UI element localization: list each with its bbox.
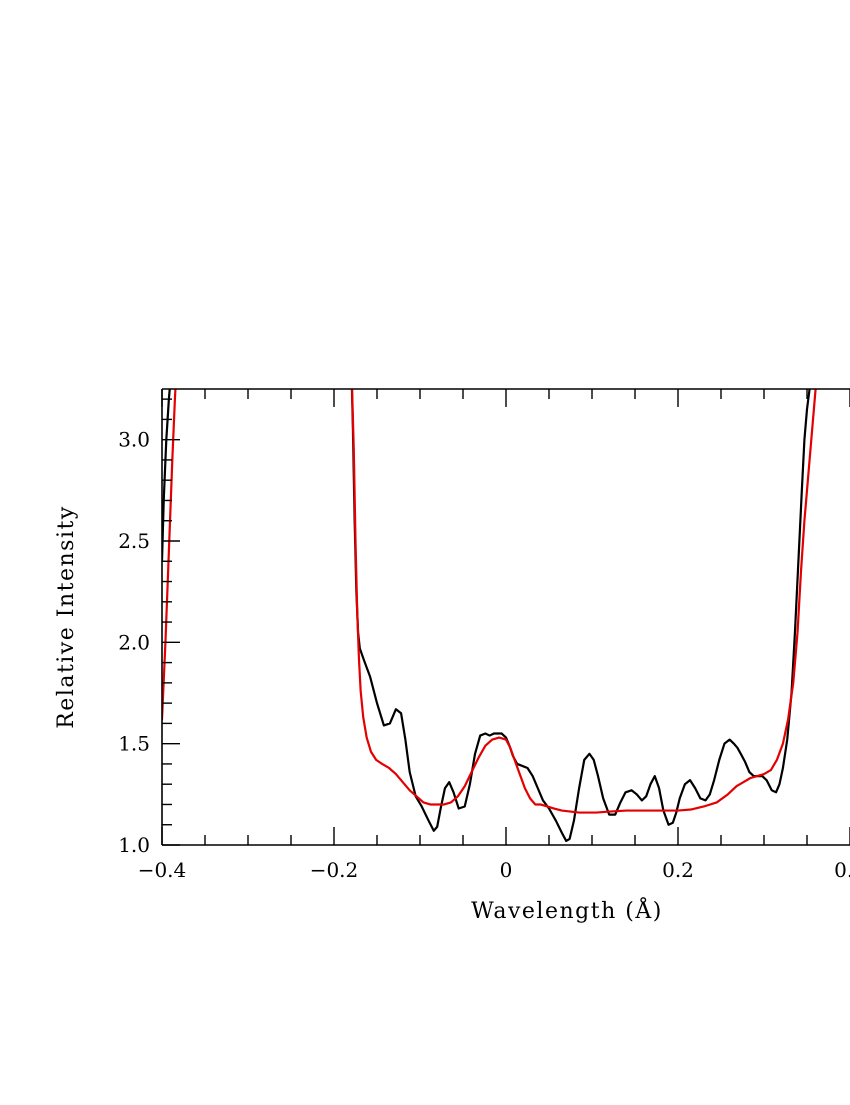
- series-line-2: [162, 389, 817, 814]
- y-tick-label: 2.0: [118, 630, 150, 654]
- x-tick-label: −0.2: [310, 858, 359, 882]
- x-axis-title: Wavelength (Å): [471, 896, 663, 924]
- axes-layer: −0.4 −0.2 0 0.2 0.4 1.0 1.5 2.0 2.5 3.0: [118, 388, 850, 882]
- y-axis-title: Relative Intensity: [54, 505, 79, 729]
- series-layer: [162, 389, 817, 843]
- x-tick-label: 0: [500, 858, 513, 882]
- y-tick-label: 3.0: [118, 428, 150, 452]
- series-line-1: [162, 389, 811, 843]
- x-tick-label: 0.4: [834, 858, 850, 882]
- labels-layer: Wavelength (Å) Relative Intensity: [54, 505, 663, 924]
- x-tick-label: −0.4: [138, 858, 187, 882]
- y-tick-label: 1.0: [118, 833, 150, 857]
- y-tick-label: 1.5: [118, 732, 150, 756]
- x-tick-label: 0.2: [662, 858, 694, 882]
- y-tick-label: 2.5: [118, 529, 150, 553]
